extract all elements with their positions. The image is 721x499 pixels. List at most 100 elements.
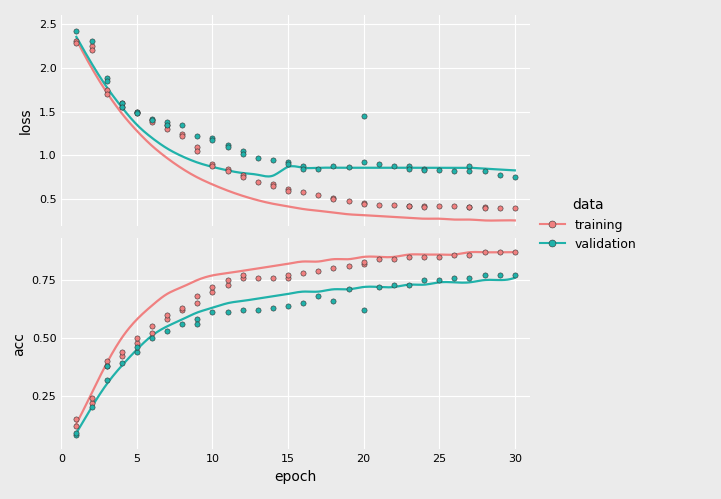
Point bbox=[373, 201, 384, 209]
Point bbox=[312, 191, 324, 199]
Point bbox=[327, 196, 339, 204]
Point bbox=[162, 315, 173, 323]
Point bbox=[146, 322, 158, 330]
Point bbox=[448, 167, 460, 175]
Point bbox=[101, 357, 112, 365]
Point bbox=[222, 143, 234, 151]
Point bbox=[373, 160, 384, 168]
Point bbox=[358, 257, 369, 265]
Point bbox=[237, 271, 249, 279]
Point bbox=[116, 103, 128, 111]
Point bbox=[146, 118, 158, 126]
Point bbox=[509, 173, 521, 181]
Point bbox=[267, 180, 279, 188]
Point bbox=[86, 399, 97, 407]
Point bbox=[433, 253, 445, 261]
Point bbox=[479, 249, 490, 256]
Point bbox=[86, 37, 97, 45]
Point bbox=[283, 160, 294, 168]
Point bbox=[146, 116, 158, 124]
Point bbox=[207, 136, 218, 144]
Point bbox=[388, 201, 399, 209]
Point bbox=[358, 260, 369, 268]
Point bbox=[403, 203, 415, 211]
Point bbox=[101, 362, 112, 370]
Point bbox=[71, 37, 82, 45]
Point bbox=[403, 280, 415, 288]
Point bbox=[131, 334, 143, 342]
Point bbox=[358, 200, 369, 208]
Point bbox=[101, 376, 112, 384]
Point bbox=[448, 250, 460, 258]
Point bbox=[358, 159, 369, 167]
Point bbox=[177, 132, 188, 140]
Point bbox=[312, 267, 324, 275]
Point bbox=[327, 162, 339, 170]
Point bbox=[388, 162, 399, 170]
Point bbox=[267, 182, 279, 190]
Point bbox=[297, 162, 309, 170]
Point bbox=[222, 141, 234, 149]
Point bbox=[418, 165, 430, 173]
Point bbox=[86, 46, 97, 54]
Point bbox=[283, 274, 294, 282]
Point bbox=[237, 306, 249, 314]
Point bbox=[267, 304, 279, 312]
Point bbox=[479, 167, 490, 175]
Point bbox=[71, 415, 82, 423]
Point bbox=[448, 274, 460, 282]
Point bbox=[207, 287, 218, 295]
Point bbox=[252, 154, 264, 162]
Point bbox=[283, 187, 294, 195]
Point bbox=[494, 171, 505, 179]
Point bbox=[86, 42, 97, 50]
Point bbox=[237, 174, 249, 182]
Point bbox=[116, 348, 128, 356]
Point bbox=[373, 255, 384, 263]
Point bbox=[342, 262, 354, 270]
Point bbox=[192, 143, 203, 151]
Point bbox=[192, 292, 203, 300]
Point bbox=[192, 299, 203, 307]
Point bbox=[464, 203, 475, 211]
Point bbox=[222, 167, 234, 175]
Point bbox=[509, 204, 521, 212]
Point bbox=[101, 77, 112, 85]
Point bbox=[403, 162, 415, 170]
Point bbox=[342, 163, 354, 171]
Point bbox=[464, 167, 475, 175]
Point bbox=[403, 202, 415, 210]
Point bbox=[162, 327, 173, 335]
Point bbox=[207, 308, 218, 316]
Point bbox=[131, 109, 143, 117]
Point bbox=[283, 271, 294, 279]
Point bbox=[494, 249, 505, 256]
Point bbox=[283, 185, 294, 193]
Point bbox=[388, 280, 399, 288]
Point bbox=[116, 103, 128, 111]
Point bbox=[267, 156, 279, 164]
Point bbox=[101, 86, 112, 94]
Point bbox=[448, 203, 460, 211]
Point bbox=[283, 159, 294, 167]
Point bbox=[162, 311, 173, 319]
Point bbox=[162, 121, 173, 129]
Point bbox=[237, 171, 249, 179]
Y-axis label: acc: acc bbox=[12, 332, 26, 356]
Point bbox=[433, 203, 445, 211]
Point bbox=[252, 306, 264, 314]
Point bbox=[327, 297, 339, 305]
Point bbox=[464, 203, 475, 211]
Point bbox=[207, 160, 218, 168]
Point bbox=[297, 299, 309, 307]
Point bbox=[358, 199, 369, 207]
Point bbox=[312, 292, 324, 300]
Point bbox=[192, 147, 203, 155]
Point bbox=[116, 99, 128, 107]
Point bbox=[146, 329, 158, 337]
Point bbox=[267, 274, 279, 282]
Point bbox=[479, 271, 490, 279]
Point bbox=[418, 203, 430, 211]
Point bbox=[177, 121, 188, 129]
Point bbox=[464, 250, 475, 258]
